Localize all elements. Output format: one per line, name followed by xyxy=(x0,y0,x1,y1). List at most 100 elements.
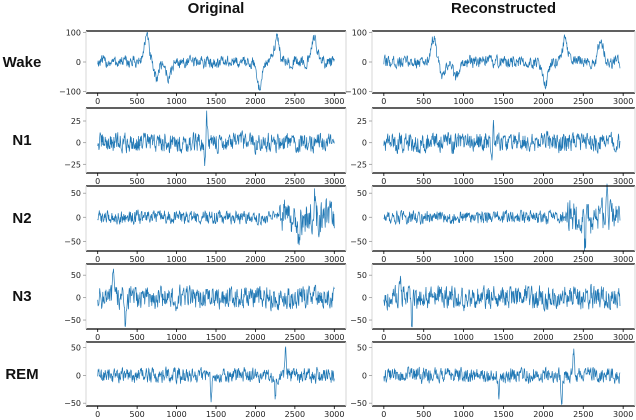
x-tick: 2500 xyxy=(285,93,305,106)
x-tick: 500 xyxy=(129,406,145,419)
svg-text:50: 50 xyxy=(71,189,81,198)
y-tick: 0 xyxy=(76,139,86,148)
svg-text:25: 25 xyxy=(71,117,81,126)
y-tick: −100 xyxy=(345,88,372,97)
x-tick: 3000 xyxy=(613,406,633,419)
svg-text:2000: 2000 xyxy=(245,410,265,419)
svg-text:2500: 2500 xyxy=(285,410,305,419)
x-tick: 0 xyxy=(95,406,100,419)
x-tick: 1000 xyxy=(453,173,474,186)
x-tick: 1000 xyxy=(166,406,187,419)
y-tick: 25 xyxy=(357,117,372,126)
x-tick: 2000 xyxy=(245,329,266,342)
x-tick: 2500 xyxy=(573,173,593,186)
y-tick: 0 xyxy=(362,58,372,67)
svg-text:2000: 2000 xyxy=(533,255,553,264)
y-tick: 100 xyxy=(66,28,86,37)
svg-text:0: 0 xyxy=(381,177,386,186)
x-tick: 0 xyxy=(381,406,386,419)
svg-text:500: 500 xyxy=(129,255,144,264)
signal-line xyxy=(383,275,621,328)
x-tick: 1500 xyxy=(493,329,514,342)
x-tick: 1500 xyxy=(206,406,226,419)
svg-text:0: 0 xyxy=(381,333,386,342)
x-tick: 500 xyxy=(129,251,145,264)
svg-text:−50: −50 xyxy=(350,316,367,325)
svg-text:2000: 2000 xyxy=(245,333,265,342)
y-tick: 50 xyxy=(71,344,86,353)
x-tick: 1000 xyxy=(166,93,187,106)
svg-text:2000: 2000 xyxy=(533,177,553,186)
y-tick: −50 xyxy=(64,316,86,325)
x-tick: 3000 xyxy=(324,173,344,186)
x-tick: 2500 xyxy=(573,406,593,419)
svg-text:1500: 1500 xyxy=(206,177,226,186)
x-tick: 3000 xyxy=(324,251,344,264)
signal-line xyxy=(383,183,621,252)
svg-text:0: 0 xyxy=(362,58,367,67)
svg-text:1500: 1500 xyxy=(493,97,513,106)
svg-text:0: 0 xyxy=(76,58,81,67)
svg-text:2500: 2500 xyxy=(573,333,593,342)
svg-text:500: 500 xyxy=(416,255,431,264)
signal-line xyxy=(97,188,335,246)
x-tick: 0 xyxy=(95,93,100,106)
signal-line xyxy=(383,119,621,161)
svg-text:50: 50 xyxy=(357,344,367,353)
svg-text:0: 0 xyxy=(76,294,81,303)
x-tick: 0 xyxy=(381,173,386,186)
x-tick: 2000 xyxy=(245,251,266,264)
svg-text:0: 0 xyxy=(95,255,100,264)
plot-n1-reconstructed: 0 500 1000 1500 2000 2500 3000 −25 0 25 xyxy=(350,107,636,186)
x-tick: 0 xyxy=(95,251,100,264)
x-tick: 2500 xyxy=(573,93,593,106)
plot-wake-original: 0 500 1000 1500 2000 2500 3000 −100 0 100 xyxy=(59,28,347,106)
svg-text:1500: 1500 xyxy=(493,177,513,186)
svg-text:0: 0 xyxy=(362,371,367,380)
x-tick: 1500 xyxy=(206,251,226,264)
x-tick: 2500 xyxy=(285,406,305,419)
svg-text:500: 500 xyxy=(129,333,144,342)
svg-text:0: 0 xyxy=(76,139,81,148)
svg-text:1500: 1500 xyxy=(206,255,226,264)
svg-text:50: 50 xyxy=(71,344,81,353)
svg-text:1000: 1000 xyxy=(453,177,473,186)
plot-n1-original: 0 500 1000 1500 2000 2500 3000 −25 0 25 xyxy=(64,107,347,186)
x-tick: 3000 xyxy=(613,251,633,264)
x-tick: 2500 xyxy=(573,329,593,342)
x-tick: 1000 xyxy=(166,329,187,342)
row-label-rem: REM xyxy=(5,366,39,383)
y-tick: 100 xyxy=(352,28,372,37)
y-tick: 25 xyxy=(71,117,86,126)
svg-text:2500: 2500 xyxy=(285,97,305,106)
signal-line xyxy=(97,110,335,167)
svg-text:3000: 3000 xyxy=(613,255,633,264)
svg-text:2000: 2000 xyxy=(245,255,265,264)
svg-text:3000: 3000 xyxy=(324,255,344,264)
svg-text:1500: 1500 xyxy=(493,333,513,342)
svg-text:1000: 1000 xyxy=(166,97,186,106)
svg-text:−50: −50 xyxy=(64,237,81,246)
y-tick: 50 xyxy=(357,271,372,280)
plot-rem-original: 0 500 1000 1500 2000 2500 3000 −50 0 50 xyxy=(64,341,347,419)
y-tick: 0 xyxy=(362,294,372,303)
signal-line xyxy=(383,348,621,406)
svg-text:500: 500 xyxy=(416,97,431,106)
plot-n2-original: 0 500 1000 1500 2000 2500 3000 −50 0 50 xyxy=(64,185,347,264)
signal-line xyxy=(97,346,335,403)
svg-text:0: 0 xyxy=(381,410,386,419)
x-tick: 500 xyxy=(129,93,145,106)
x-tick: 3000 xyxy=(613,173,633,186)
svg-text:0: 0 xyxy=(362,139,367,148)
svg-text:100: 100 xyxy=(66,28,81,37)
svg-text:0: 0 xyxy=(76,213,81,222)
x-tick: 3000 xyxy=(324,93,344,106)
y-tick: −50 xyxy=(64,399,86,408)
svg-text:2000: 2000 xyxy=(533,97,553,106)
svg-text:2000: 2000 xyxy=(245,177,265,186)
x-tick: 1500 xyxy=(493,406,514,419)
x-tick: 3000 xyxy=(324,406,344,419)
y-tick: 0 xyxy=(76,294,86,303)
x-tick: 3000 xyxy=(324,329,344,342)
svg-text:3000: 3000 xyxy=(613,97,633,106)
